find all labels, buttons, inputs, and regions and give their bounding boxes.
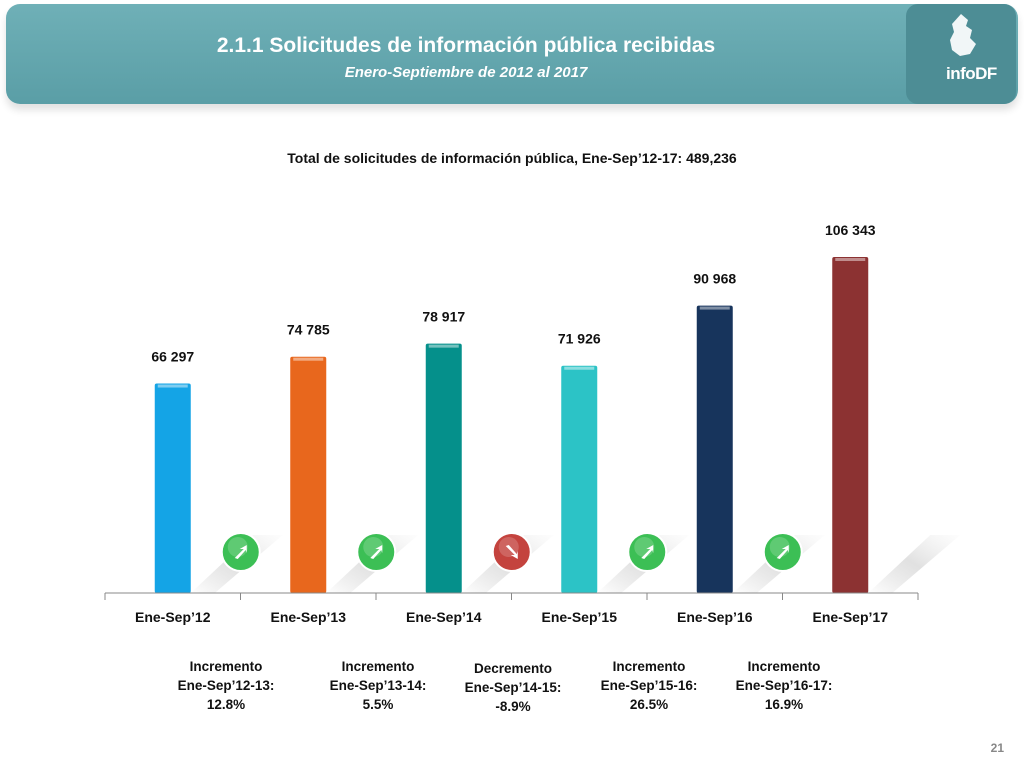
bar-highlight <box>564 366 595 370</box>
change-note: Incremento Ene-Sep’16-17: 16.9% <box>724 657 844 714</box>
bar-highlight <box>835 258 866 261</box>
increase-arrow-icon <box>220 532 261 572</box>
note-percent: -8.9% <box>495 699 531 714</box>
increase-arrow-icon <box>627 532 668 572</box>
note-type: Incremento <box>612 659 686 674</box>
data-label: 66 297 <box>151 349 194 365</box>
x-tick-label: Ene-Sep’15 <box>542 609 618 625</box>
note-period: Ene-Sep’12-13: <box>177 678 275 693</box>
increase-arrow-icon <box>356 532 397 572</box>
note-period: Ene-Sep’14-15: <box>464 680 562 695</box>
increase-arrow-icon <box>762 532 803 572</box>
x-tick-label: Ene-Sep’12 <box>135 609 211 625</box>
bar <box>832 257 869 593</box>
city-emblem-icon <box>950 14 976 56</box>
x-tick-label: Ene-Sep’16 <box>677 609 753 625</box>
note-percent: 16.9% <box>764 697 804 712</box>
note-period: Ene-Sep’16-17: <box>735 678 833 693</box>
note-type: Incremento <box>747 659 821 674</box>
note-period: Ene-Sep’15-16: <box>600 678 698 693</box>
data-label: 74 785 <box>287 322 330 338</box>
note-percent: 26.5% <box>629 697 669 712</box>
bar-shadow <box>868 535 961 593</box>
note-type: Decremento <box>473 661 553 676</box>
page-title: 2.1.1 Solicitudes de información pública… <box>216 34 716 57</box>
bar-highlight <box>157 384 188 388</box>
decrease-arrow-icon <box>491 532 532 572</box>
page-number: 21 <box>990 741 1004 755</box>
logo-wordmark: infoDF <box>946 64 997 83</box>
bar-highlight <box>428 344 459 348</box>
note-type: Incremento <box>341 659 415 674</box>
x-tick-label: Ene-Sep’14 <box>406 609 482 625</box>
change-note: Incremento Ene-Sep’15-16: 26.5% <box>589 657 709 714</box>
note-percent: 12.8% <box>206 697 246 712</box>
header-banner: 2.1.1 Solicitudes de información pública… <box>6 4 1018 104</box>
x-tick-label: Ene-Sep’17 <box>813 609 889 625</box>
note-percent: 5.5% <box>362 697 394 712</box>
data-label: 90 968 <box>693 271 736 287</box>
infodf-logo: infoDF <box>906 4 1016 104</box>
note-period: Ene-Sep’13-14: <box>329 678 427 693</box>
change-note: Decremento Ene-Sep’14-15: -8.9% <box>453 659 573 716</box>
data-label: 78 917 <box>422 309 465 325</box>
page-subtitle: Enero-Septiembre de 2012 al 2017 <box>344 64 588 81</box>
note-type: Incremento <box>189 659 263 674</box>
x-tick-label: Ene-Sep’13 <box>271 609 347 625</box>
data-label: 71 926 <box>558 331 601 347</box>
change-note: Incremento Ene-Sep’13-14: 5.5% <box>318 657 438 714</box>
bar <box>696 305 733 593</box>
chart-title: Total de solicitudes de información públ… <box>287 150 737 166</box>
bar <box>425 343 462 593</box>
change-note: Incremento Ene-Sep’12-13: 12.8% <box>166 657 286 714</box>
data-label: 106 343 <box>825 222 876 238</box>
bar <box>154 383 191 593</box>
bar <box>561 365 598 593</box>
bar-highlight <box>699 306 730 310</box>
bar <box>290 356 327 593</box>
bar-highlight <box>293 357 324 361</box>
